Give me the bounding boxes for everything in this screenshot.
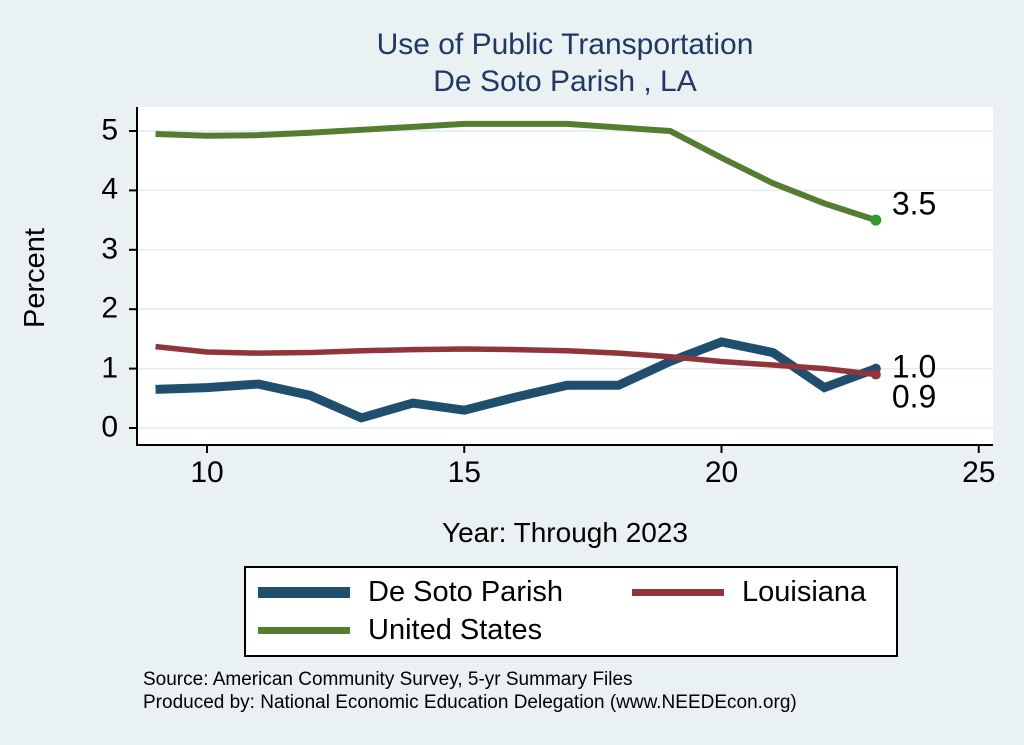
legend-label-louisiana: Louisiana <box>742 575 867 608</box>
chart-title-line1: Use of Public Transportation <box>376 28 754 61</box>
legend-swatch-united-states <box>258 627 350 635</box>
y-tick-label-4: 4 <box>101 172 118 206</box>
y-tick-label-0: 0 <box>101 410 118 444</box>
legend-item-united-states: United States <box>258 614 632 647</box>
chart-title: Use of Public Transportation De Soto Par… <box>137 26 993 100</box>
source-line2: Produced by: National Economic Education… <box>143 692 797 713</box>
y-axis-title: Percent <box>19 228 51 328</box>
end-label-louisiana: 0.9 <box>891 378 937 415</box>
series-line-united-states <box>155 120 877 223</box>
x-tick-label-10: 10 <box>190 456 224 489</box>
legend-item-louisiana: Louisiana <box>632 576 896 609</box>
y-tick-label-2: 2 <box>101 291 118 325</box>
x-tick-label-20: 20 <box>704 456 739 489</box>
legend-label-de-soto-parish: De Soto Parish <box>368 575 564 608</box>
legend-swatch-de-soto-parish <box>258 586 350 598</box>
x-tick-label-15: 15 <box>447 456 481 489</box>
x-axis-title: Year: Through 2023 <box>442 517 688 548</box>
legend-box: De Soto Parish Louisiana United States <box>244 566 898 657</box>
end-label-united-states: 3.5 <box>891 185 937 222</box>
source-line1: Source: American Community Survey, 5-yr … <box>143 669 633 690</box>
series-line-de-soto-parish <box>155 337 878 423</box>
end-label-de-soto-parish: 1.0 <box>891 348 937 385</box>
legend-label-united-states: United States <box>368 614 543 647</box>
legend-swatch-louisiana <box>632 588 724 596</box>
x-tick-label-25: 25 <box>962 456 996 489</box>
y-tick-label-3: 3 <box>101 232 118 266</box>
legend-item-de-soto-parish: De Soto Parish <box>258 576 632 609</box>
series-line-louisiana <box>155 343 877 378</box>
plot-area <box>137 107 993 445</box>
chart-title-line2: De Soto Parish , LA <box>433 65 697 98</box>
series-end-marker-louisiana <box>870 369 881 380</box>
y-tick-label-1: 1 <box>101 350 118 384</box>
source-note: Source: American Community Survey, 5-yr … <box>143 668 797 714</box>
y-tick-label-5: 5 <box>101 113 118 147</box>
series-end-marker-united-states <box>870 214 882 226</box>
